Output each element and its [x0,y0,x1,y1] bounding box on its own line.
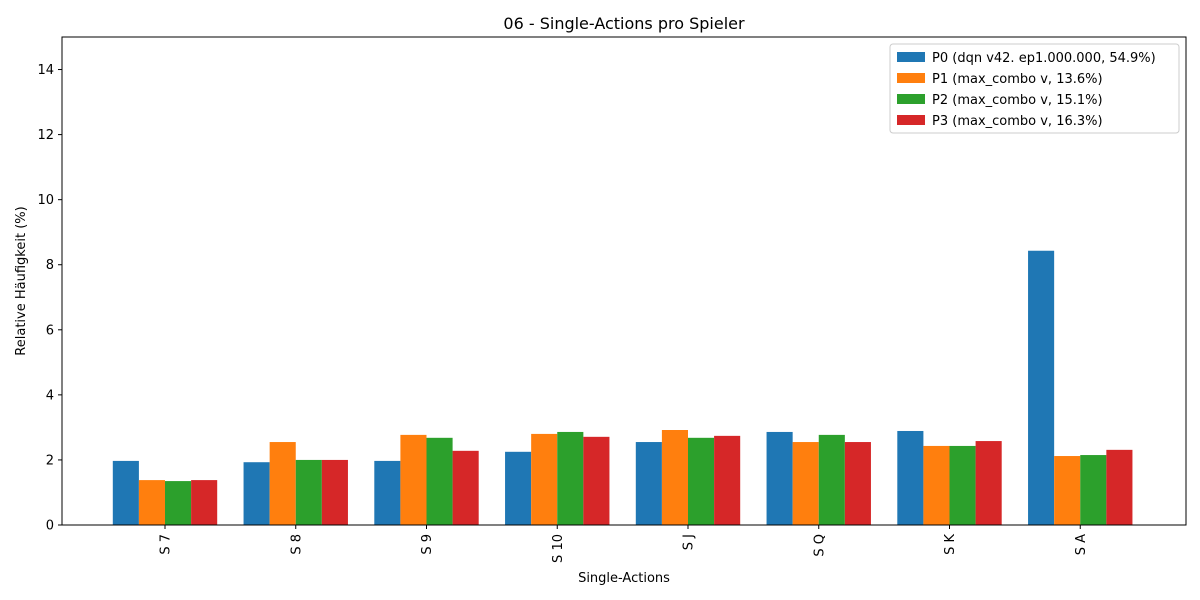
bar-p1-s10 [531,433,558,525]
bar-p3-s8 [321,459,348,525]
y-tick-label: 6 [46,323,54,338]
x-tick-label: S 8 [289,534,304,555]
bar-p3-sk [975,441,1002,525]
bar-p1-s8 [269,442,296,525]
plot-frame [61,36,1187,526]
legend-swatch-p3 [897,115,925,125]
y-tick-label: 12 [37,128,54,143]
bar-p1-sk [923,445,950,525]
bar-p0-sa [1028,250,1055,526]
bar-p2-s9 [426,437,453,525]
y-tick-label: 8 [46,258,54,273]
y-tick-label: 0 [46,519,54,534]
bar-p0-sk [897,430,924,525]
legend-box [889,43,1180,134]
bar-p3-sq [844,442,871,525]
x-tick-label: S Q [812,534,827,557]
bar-p0-s7 [112,460,139,525]
x-tick-label: S K [943,534,958,555]
x-axis: S 7 S 8 S 9 S 10 S J S Q S K S A [159,525,1089,563]
y-axis: 0 2 4 6 8 10 12 14 [37,63,62,534]
bar-p2-s8 [295,459,322,525]
x-axis-label: Single-Actions [578,571,670,586]
legend-label-p1: P1 (max_combo v, 13.6%) [932,72,1103,87]
legend-swatch-p1 [897,73,925,83]
chart-title: 06 - Single-Actions pro Spieler [503,14,745,33]
bar-p2-sq [818,434,845,525]
x-tick-label: S J [682,534,697,550]
legend-label-p2: P2 (max_combo v, 15.1%) [932,93,1103,108]
bars-group [112,250,1133,526]
legend-swatch-p0 [897,52,925,62]
bar-p1-sa [1054,456,1081,525]
bar-p1-s7 [138,480,165,525]
x-tick-label: S 10 [551,534,566,563]
bar-p3-s9 [452,450,479,525]
legend-label-p3: P3 (max_combo v, 16.3%) [932,114,1103,129]
bar-p3-sa [1106,449,1133,525]
y-tick-label: 2 [46,453,54,468]
y-tick-label: 14 [37,63,54,78]
bar-p3-sj [714,435,741,525]
legend: P0 (dqn v42. ep1.000.000, 54.9%) P1 (max_… [889,43,1180,134]
bar-p2-sj [688,437,715,525]
bar-p2-sa [1080,455,1107,525]
bar-p3-s7 [191,480,218,525]
legend-swatch-p2 [897,94,925,104]
bar-p1-s9 [400,434,427,525]
x-tick-label: S 9 [420,534,435,555]
bar-p0-sq [766,431,793,525]
bar-p2-s7 [165,481,192,525]
y-tick-label: 4 [46,388,54,403]
bar-p2-sk [949,445,976,525]
bar-p0-s8 [243,462,270,525]
bar-p0-s10 [505,451,532,525]
bar-p1-sq [792,442,819,525]
bar-p3-s10 [583,436,610,525]
bar-p2-s10 [557,431,584,525]
y-axis-label: Relative Häufigkeit (%) [14,206,29,355]
x-tick-label: S 7 [159,534,174,555]
bar-p0-s9 [374,460,401,525]
x-tick-label: S A [1074,534,1089,555]
bar-p0-sj [635,442,662,525]
bar-p1-sj [661,430,688,525]
legend-label-p0: P0 (dqn v42. ep1.000.000, 54.9%) [932,51,1156,66]
y-tick-label: 10 [37,193,54,208]
